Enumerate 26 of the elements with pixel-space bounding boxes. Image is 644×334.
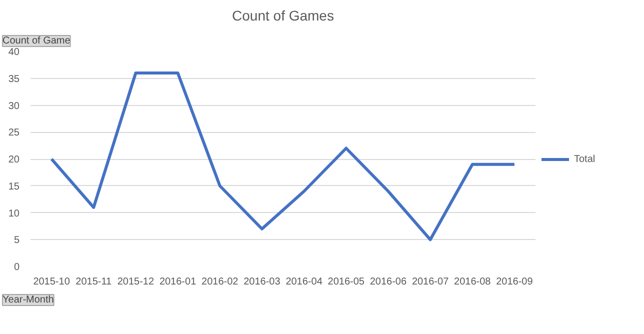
x-tick-label: 2016-03 (244, 276, 281, 288)
legend-label: Total (574, 154, 596, 164)
y-tick-label: 20 (8, 154, 20, 166)
x-tick-label: 2015-10 (33, 276, 70, 288)
y-axis-title: Count of Game (2, 36, 71, 46)
line-series (50, 72, 516, 242)
x-tick-label: 2016-04 (286, 276, 323, 288)
y-tick-label: 15 (8, 181, 20, 192)
y-tick-label: 40 (8, 47, 20, 58)
x-tick-label: 2016-06 (370, 276, 407, 288)
x-tick-label: 2016-02 (202, 276, 239, 288)
x-tick-label: 2016-09 (496, 276, 534, 288)
x-tick-label: 2015-12 (117, 276, 154, 288)
y-tick-label: 0 (14, 262, 20, 273)
x-tick-label: 2016-01 (159, 276, 197, 288)
x-tick-label: 2016-05 (328, 276, 365, 288)
chart-title: Count of Games (232, 8, 334, 24)
x-axis-title: Year-Month (2, 294, 54, 306)
x-tick-label: 2015-11 (76, 276, 112, 288)
x-tick-label: 2016-08 (454, 276, 492, 288)
y-tick-label: 35 (8, 74, 20, 85)
y-tick-label: 30 (8, 100, 20, 112)
y-tick-label: 5 (14, 235, 20, 246)
y-tick-label: 25 (8, 128, 20, 139)
y-tick-label: 10 (8, 208, 20, 220)
x-tick-label: 2016-07 (412, 276, 450, 288)
